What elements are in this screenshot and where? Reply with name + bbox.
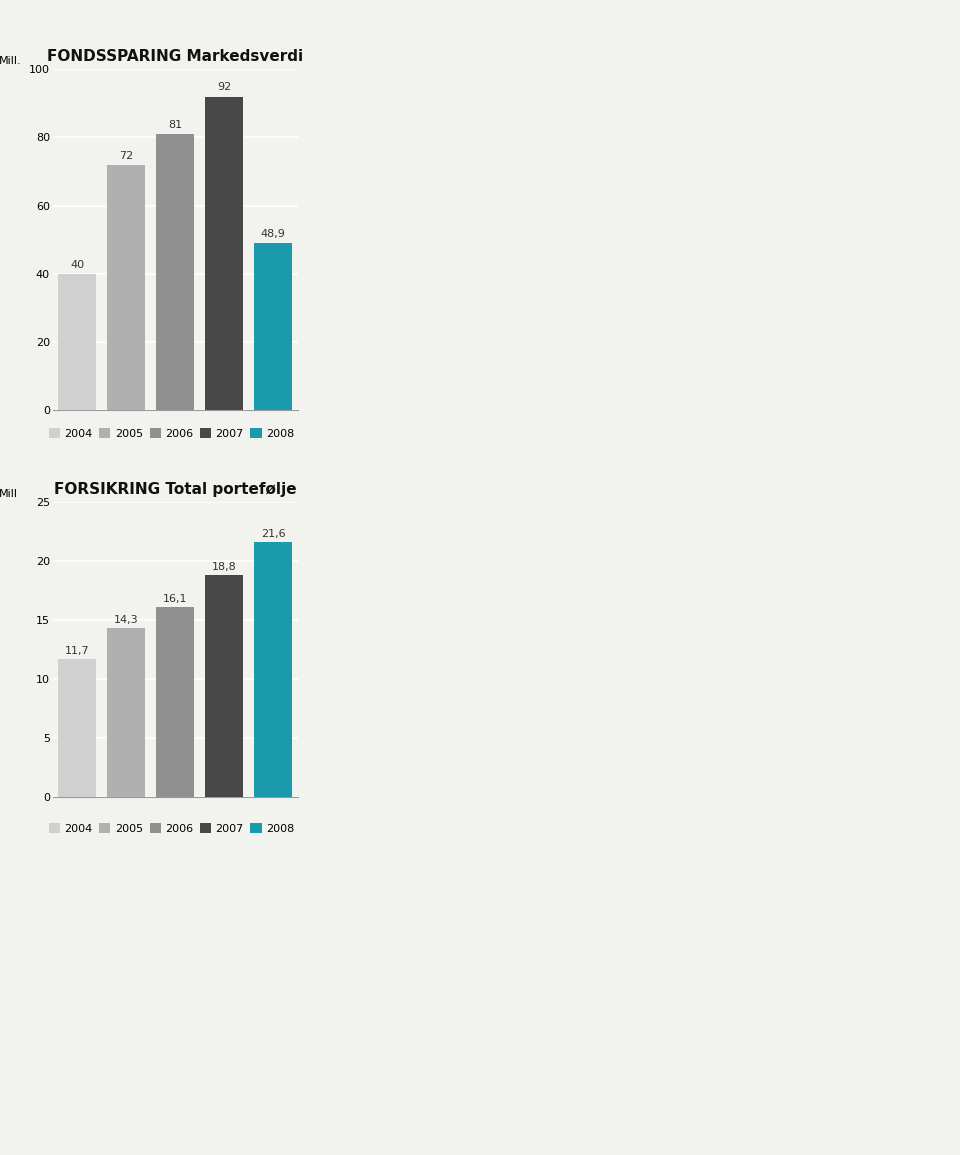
Text: 21,6: 21,6 [261,529,285,539]
Text: 92: 92 [217,82,231,92]
Bar [254,543,292,797]
Bar [205,575,243,797]
Bar [156,134,194,410]
Text: 14,3: 14,3 [114,614,138,625]
Text: 16,1: 16,1 [163,594,187,604]
Text: 48,9: 48,9 [261,230,285,239]
Title: FORSIKRING Total portefølje: FORSIKRING Total portefølje [54,482,297,497]
Bar [156,608,194,797]
Title: FONDSSPARING Markedsverdi: FONDSSPARING Markedsverdi [47,49,303,64]
Text: 40: 40 [70,260,84,269]
Bar [108,628,145,797]
Legend: 2004, 2005, 2006, 2007, 2008: 2004, 2005, 2006, 2007, 2008 [49,427,294,439]
Bar [108,165,145,410]
Y-axis label: Mill: Mill [0,490,18,499]
Text: 11,7: 11,7 [65,646,89,656]
Bar [205,97,243,410]
Bar [59,274,96,410]
Legend: 2004, 2005, 2006, 2007, 2008: 2004, 2005, 2006, 2007, 2008 [49,822,294,834]
Bar [59,660,96,797]
Y-axis label: Mill.: Mill. [0,55,21,66]
Text: 81: 81 [168,120,182,131]
Text: 72: 72 [119,150,133,161]
Text: 18,8: 18,8 [212,562,236,572]
Bar [254,244,292,410]
